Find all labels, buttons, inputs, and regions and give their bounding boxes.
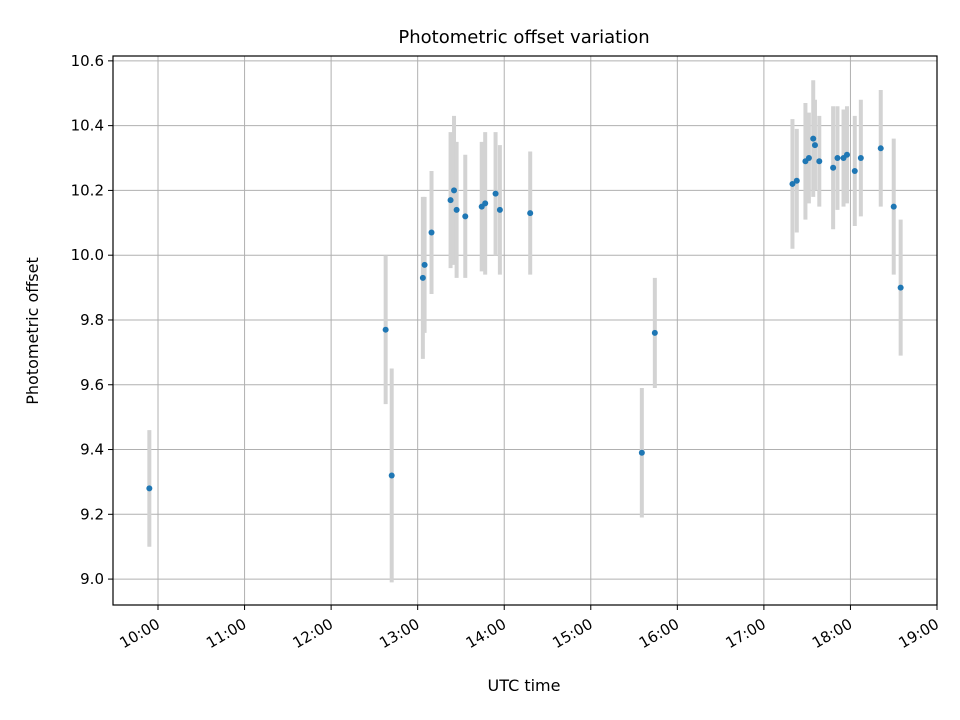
data-point (146, 485, 153, 492)
data-point (492, 190, 499, 197)
data-point (453, 206, 460, 213)
data-point (451, 187, 458, 194)
x-axis-title: UTC time (488, 676, 561, 695)
data-point (638, 449, 645, 456)
data-point (793, 177, 800, 184)
data-point (527, 210, 534, 217)
data-point (816, 158, 823, 165)
data-point (447, 197, 454, 204)
data-point (382, 326, 389, 333)
chart-title: Photometric offset variation (398, 27, 649, 48)
y-tick-label: 9.8 (80, 311, 104, 329)
plot-frame (112, 55, 938, 606)
y-tick-label: 10.6 (71, 52, 104, 70)
data-point (789, 180, 796, 187)
y-tick-label: 10.0 (71, 246, 104, 264)
data-point (830, 164, 837, 171)
y-tick-label: 9.6 (80, 376, 104, 394)
data-point (811, 142, 818, 149)
y-tick-label: 10.4 (71, 117, 104, 135)
data-point (810, 135, 817, 142)
data-point (388, 472, 395, 479)
y-tick-label: 9.4 (80, 441, 104, 459)
data-point (897, 284, 904, 291)
data-point (482, 200, 489, 207)
data-point (651, 329, 658, 336)
data-point (851, 167, 858, 174)
data-point (462, 213, 469, 220)
data-point (890, 203, 897, 210)
data-point (419, 274, 426, 281)
data-point (428, 229, 435, 236)
y-axis-title: Photometric offset (23, 257, 42, 405)
data-point (877, 145, 884, 152)
data-point (496, 206, 503, 213)
y-tick-label: 9.0 (80, 570, 104, 588)
data-point (843, 151, 850, 158)
data-point (805, 155, 812, 162)
data-point (834, 155, 841, 162)
y-tick-label: 10.2 (71, 181, 104, 199)
data-point (857, 155, 864, 162)
y-tick-label: 9.2 (80, 505, 104, 523)
data-points (146, 135, 904, 492)
data-point (421, 261, 428, 268)
